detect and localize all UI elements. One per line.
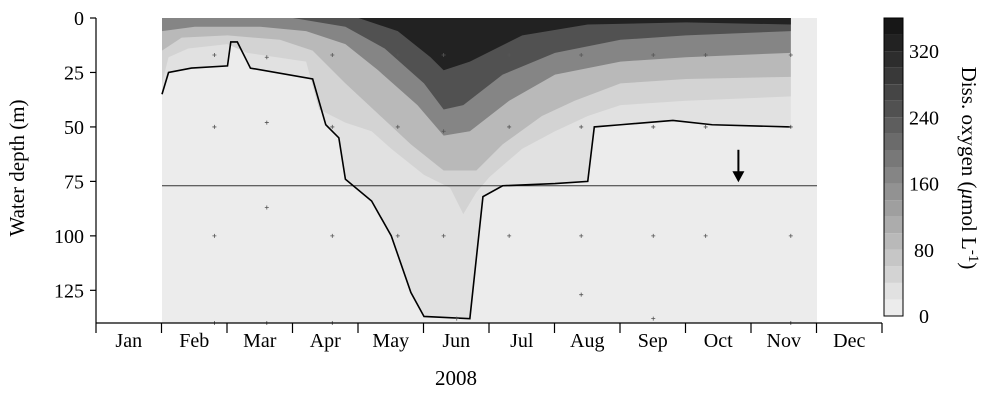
sampling-point — [651, 316, 656, 321]
colorbar-label-unit: mol L — [957, 199, 981, 250]
sampling-point — [395, 124, 400, 129]
sampling-point — [788, 53, 793, 58]
sampling-point — [788, 124, 793, 129]
y-axis-label: Water depth (m) — [5, 99, 29, 236]
colorbar-swatch — [884, 34, 903, 52]
contour-fills — [162, 18, 817, 323]
x-tick-label: Nov — [767, 330, 801, 352]
colorbar-swatch — [884, 117, 903, 134]
sampling-point — [395, 233, 400, 238]
sampling-point — [330, 53, 335, 58]
colorbar-label-mu: μ — [957, 188, 981, 200]
x-tick-label: Jun — [442, 330, 470, 352]
sampling-point — [264, 205, 269, 210]
sampling-point — [703, 124, 708, 129]
x-tick-label: Jan — [115, 330, 142, 352]
colorbar-swatch — [884, 18, 903, 35]
colorbar-tick-label: 240 — [909, 107, 939, 129]
sampling-point — [264, 120, 269, 125]
colorbar-swatch — [884, 84, 903, 101]
x-tick-label: Apr — [310, 330, 341, 352]
x-tick-label: Dec — [833, 330, 865, 352]
colorbar-tick-label: 80 — [914, 240, 934, 262]
sampling-point — [579, 292, 584, 297]
colorbar-swatch — [884, 67, 903, 85]
oxygen-limit-line — [161, 41, 791, 320]
sampling-point — [507, 124, 512, 129]
sampling-point — [703, 233, 708, 238]
x-tick-label: Jul — [510, 330, 534, 352]
colorbar-swatch — [884, 183, 903, 201]
colorbar-swatch — [884, 266, 903, 283]
x-tick-label: May — [372, 330, 409, 352]
x-tick-label: Aug — [570, 330, 604, 352]
colorbar-swatch — [884, 100, 903, 118]
colorbar-label-exp: -1 — [965, 250, 981, 263]
colorbar-swatch — [884, 233, 903, 250]
x-tick-label: Feb — [179, 330, 209, 352]
sampling-point — [441, 53, 446, 58]
sampling-point — [330, 233, 335, 238]
sampling-point — [441, 129, 446, 134]
sampling-point — [507, 233, 512, 238]
colorbar-label-main: Diss. oxygen ( — [957, 67, 981, 189]
y-tick-label: 25 — [64, 62, 84, 84]
colorbar-label-close: ) — [957, 262, 981, 269]
colorbar-swatch — [884, 51, 903, 68]
colorbar: 0 80 160 240 320 — [883, 17, 939, 328]
sampling-point — [507, 53, 512, 58]
x-tick-label: Sep — [638, 330, 668, 352]
y-tick-label: 100 — [54, 226, 84, 248]
sampling-point — [212, 233, 217, 238]
sampling-point — [579, 233, 584, 238]
x-tick-label: Oct — [704, 330, 733, 352]
colorbar-swatch — [884, 282, 903, 300]
x-axis-label: 2008 — [435, 366, 477, 390]
y-tick-label: 125 — [54, 280, 84, 302]
sampling-point — [212, 53, 217, 58]
sampling-point — [212, 124, 217, 129]
colorbar-swatch — [884, 216, 903, 234]
sampling-point — [579, 53, 584, 58]
colorbar-swatch — [884, 249, 903, 267]
colorbar-label: Diss. oxygen (μmol L-1) — [957, 67, 981, 270]
colorbar-swatch — [884, 167, 903, 184]
colorbar-tick-label: 160 — [909, 174, 939, 196]
y-tick-label: 75 — [64, 171, 84, 193]
colorbar-swatch — [884, 150, 903, 167]
sampling-point — [651, 53, 656, 58]
sampling-point — [651, 233, 656, 238]
sampling-point — [264, 55, 269, 60]
sampling-point — [703, 53, 708, 58]
y-tick-label: 0 — [74, 8, 84, 30]
contour-band-240 — [162, 18, 791, 110]
colorbar-swatch — [884, 200, 903, 217]
sampling-point — [788, 233, 793, 238]
sampling-point — [651, 124, 656, 129]
arrow-head — [732, 171, 745, 183]
x-tick-label: Mar — [243, 330, 277, 352]
colorbar-tick-label: 320 — [909, 41, 939, 63]
overlays — [161, 41, 817, 325]
y-tick-label: 50 — [64, 117, 84, 139]
sampling-point — [330, 124, 335, 129]
sampling-point — [579, 124, 584, 129]
colorbar-swatch — [884, 299, 903, 316]
sampling-point — [395, 53, 400, 58]
contour-band-320 — [358, 18, 791, 71]
sampling-point — [454, 316, 459, 321]
sampling-point — [441, 233, 446, 238]
colorbar-swatch — [884, 133, 903, 151]
colorbar-tick-label: 0 — [919, 306, 929, 328]
axes: 0 25 50 75 100 125 Jan Feb Mar Apr May Jun Jul Aug Sep… — [54, 8, 883, 352]
colorbar-frame — [883, 17, 904, 317]
